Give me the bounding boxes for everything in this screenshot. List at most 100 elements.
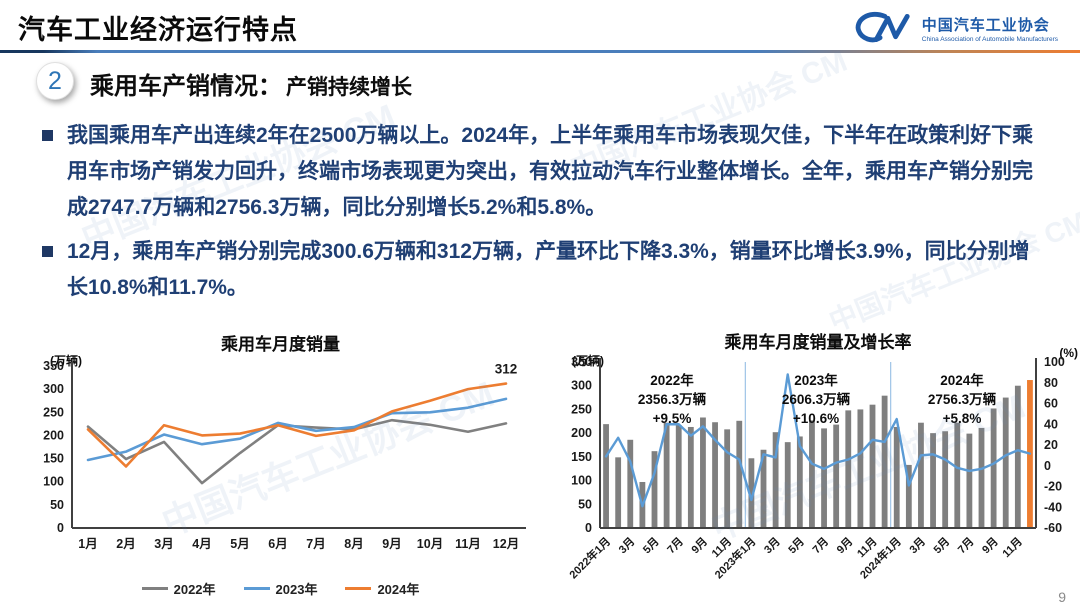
bullet-text-2: 12月，乘用车产销分别完成300.6万辆和312万辆，产量环比下降3.3%，销量… — [67, 240, 1030, 300]
svg-text:312: 312 — [495, 362, 518, 377]
svg-text:300: 300 — [43, 382, 64, 396]
annotation-growth: +5.8% — [942, 410, 982, 426]
svg-text:-20: -20 — [1044, 480, 1062, 494]
annotation-2024: 2024年 2756.3万辆 +5.8% — [928, 372, 996, 429]
svg-text:9月: 9月 — [834, 535, 855, 556]
legend-swatch — [141, 587, 168, 590]
chart-title: 乘用车月度销量及增长率 — [724, 333, 912, 352]
svg-text:2022年1月: 2022年1月 — [566, 534, 613, 581]
svg-text:0: 0 — [585, 521, 592, 535]
chart-sales-and-growth: 乘用车月度销量及增长率 (万辆) (%) 0 50 100 150 200 250 300 3… — [556, 328, 1080, 607]
svg-text:200: 200 — [571, 426, 592, 440]
svg-text:0: 0 — [1044, 459, 1051, 473]
svg-text:7月: 7月 — [665, 535, 686, 556]
right-axis-unit-label: (%) — [1059, 346, 1078, 360]
svg-text:50: 50 — [578, 497, 592, 511]
legend-label: 2023年 — [275, 582, 318, 597]
svg-text:11月: 11月 — [1000, 535, 1025, 560]
svg-text:10月: 10月 — [417, 537, 443, 551]
svg-text:5月: 5月 — [786, 535, 807, 556]
svg-text:3月: 3月 — [907, 535, 928, 556]
svg-text:9月: 9月 — [382, 537, 401, 551]
legend-item-2023: 2023年 — [243, 579, 318, 598]
svg-text:1月: 1月 — [78, 537, 97, 551]
annotation-total: 2356.3万辆 — [637, 391, 707, 407]
svg-text:-60: -60 — [1044, 521, 1062, 535]
annotation-total: 2606.3万辆 — [781, 391, 851, 407]
svg-text:80: 80 — [1044, 376, 1058, 390]
bullet-square-icon — [42, 130, 53, 141]
annotation-2022: 2022年 2356.3万辆 +9.5% — [638, 372, 706, 429]
svg-text:200: 200 — [43, 428, 64, 442]
svg-text:60: 60 — [1044, 397, 1058, 411]
svg-text:7月: 7月 — [810, 535, 831, 556]
annotation-year: 2022年 — [650, 373, 694, 388]
svg-text:3月: 3月 — [616, 535, 637, 556]
svg-text:7月: 7月 — [955, 535, 976, 556]
bullet-item-2: 12月，乘用车产销分别完成300.6万辆和312万辆，产量环比下降3.3%，销量… — [42, 234, 1034, 306]
svg-text:6月: 6月 — [268, 537, 287, 551]
bullet-list: 我国乘用车产出连续2年在2500万辆以上。2024年，上半年乘用车市场表现欠佳，… — [42, 118, 1034, 315]
annotation-year: 2024年 — [940, 373, 984, 388]
svg-text:5月: 5月 — [230, 537, 249, 551]
svg-text:3月: 3月 — [154, 537, 173, 551]
svg-text:3月: 3月 — [761, 535, 782, 556]
svg-text:100: 100 — [571, 474, 592, 488]
bullet-text-1: 我国乘用车产出连续2年在2500万辆以上。2024年，上半年乘用车市场表现欠佳，… — [67, 124, 1034, 220]
legend-item-2024: 2024年 — [345, 579, 419, 598]
bullet-item-1: 我国乘用车产出连续2年在2500万辆以上。2024年，上半年乘用车市场表现欠佳，… — [42, 118, 1034, 226]
legend-swatch — [243, 587, 270, 590]
logo-org-name-cn: 中国汽车工业协会 — [921, 16, 1050, 34]
svg-text:11月: 11月 — [455, 537, 481, 551]
svg-text:350: 350 — [43, 359, 64, 373]
svg-text:8月: 8月 — [344, 537, 363, 551]
svg-text:250: 250 — [571, 402, 592, 416]
svg-text:9月: 9月 — [979, 535, 1000, 556]
legend-item-2022: 2022年 — [141, 579, 216, 598]
caam-logo-text: 中国汽车工业协会 China Association of Automobile… — [922, 14, 1058, 43]
caam-logo: 中国汽车工业协会 China Association of Automobile… — [852, 8, 1058, 48]
section-number-badge: 2 — [36, 62, 74, 100]
svg-text:4月: 4月 — [192, 537, 211, 551]
svg-text:12月: 12月 — [493, 537, 519, 551]
svg-text:9月: 9月 — [689, 535, 710, 556]
svg-text:250: 250 — [43, 405, 64, 419]
section-title: 乘用车产销情况： 产销持续增长 — [90, 66, 412, 101]
annotation-2023: 2023年 2606.3万辆 +10.6% — [782, 372, 850, 429]
svg-text:5月: 5月 — [931, 535, 952, 556]
bullet-square-icon — [42, 246, 53, 258]
chart-legend: 2022年 2023年 2024年 — [28, 579, 533, 598]
legend-swatch — [345, 587, 372, 590]
legend-label: 2022年 — [173, 582, 216, 597]
caam-logo-mark — [855, 12, 910, 43]
svg-text:150: 150 — [571, 450, 592, 464]
svg-text:100: 100 — [1044, 355, 1065, 369]
svg-text:2月: 2月 — [116, 537, 135, 551]
svg-text:100: 100 — [43, 475, 64, 489]
svg-text:350: 350 — [571, 355, 592, 369]
annotation-year: 2023年 — [794, 373, 838, 388]
left-axis-unit-label: (万辆) — [572, 354, 604, 368]
annotation-growth: +10.6% — [792, 410, 840, 426]
page-title: 汽车工业经济运行特点 — [18, 15, 298, 45]
legend-label: 2024年 — [377, 582, 420, 597]
annotation-total: 2756.3万辆 — [927, 391, 997, 407]
line-chart-canvas: 0 50 100 150 200 250 300 350 1月 2月 3月 4月 5月 6月 7月 8月 9月 1… — [43, 359, 526, 551]
section-title-main: 乘用车产销情况： — [90, 73, 282, 100]
y-axis-unit-label: (万辆) — [50, 354, 82, 368]
svg-text:7月: 7月 — [306, 537, 325, 551]
section-title-sub: 产销持续增长 — [286, 76, 412, 99]
svg-text:40: 40 — [1044, 417, 1058, 431]
chart-monthly-sales: 乘用车月度销量 (万辆) 0 50 100 150 200 250 300 350 1月 2月 3月… — [28, 330, 533, 602]
page-number: 9 — [1058, 589, 1066, 605]
header-divider — [0, 50, 1080, 53]
svg-text:300: 300 — [571, 379, 592, 393]
svg-text:0: 0 — [57, 521, 64, 535]
svg-text:5月: 5月 — [640, 535, 661, 556]
logo-org-name-en: China Association of Automobile Manufact… — [921, 35, 1058, 43]
svg-text:-40: -40 — [1044, 500, 1062, 514]
annotation-growth: +9.5% — [652, 410, 692, 426]
svg-text:20: 20 — [1044, 438, 1058, 452]
